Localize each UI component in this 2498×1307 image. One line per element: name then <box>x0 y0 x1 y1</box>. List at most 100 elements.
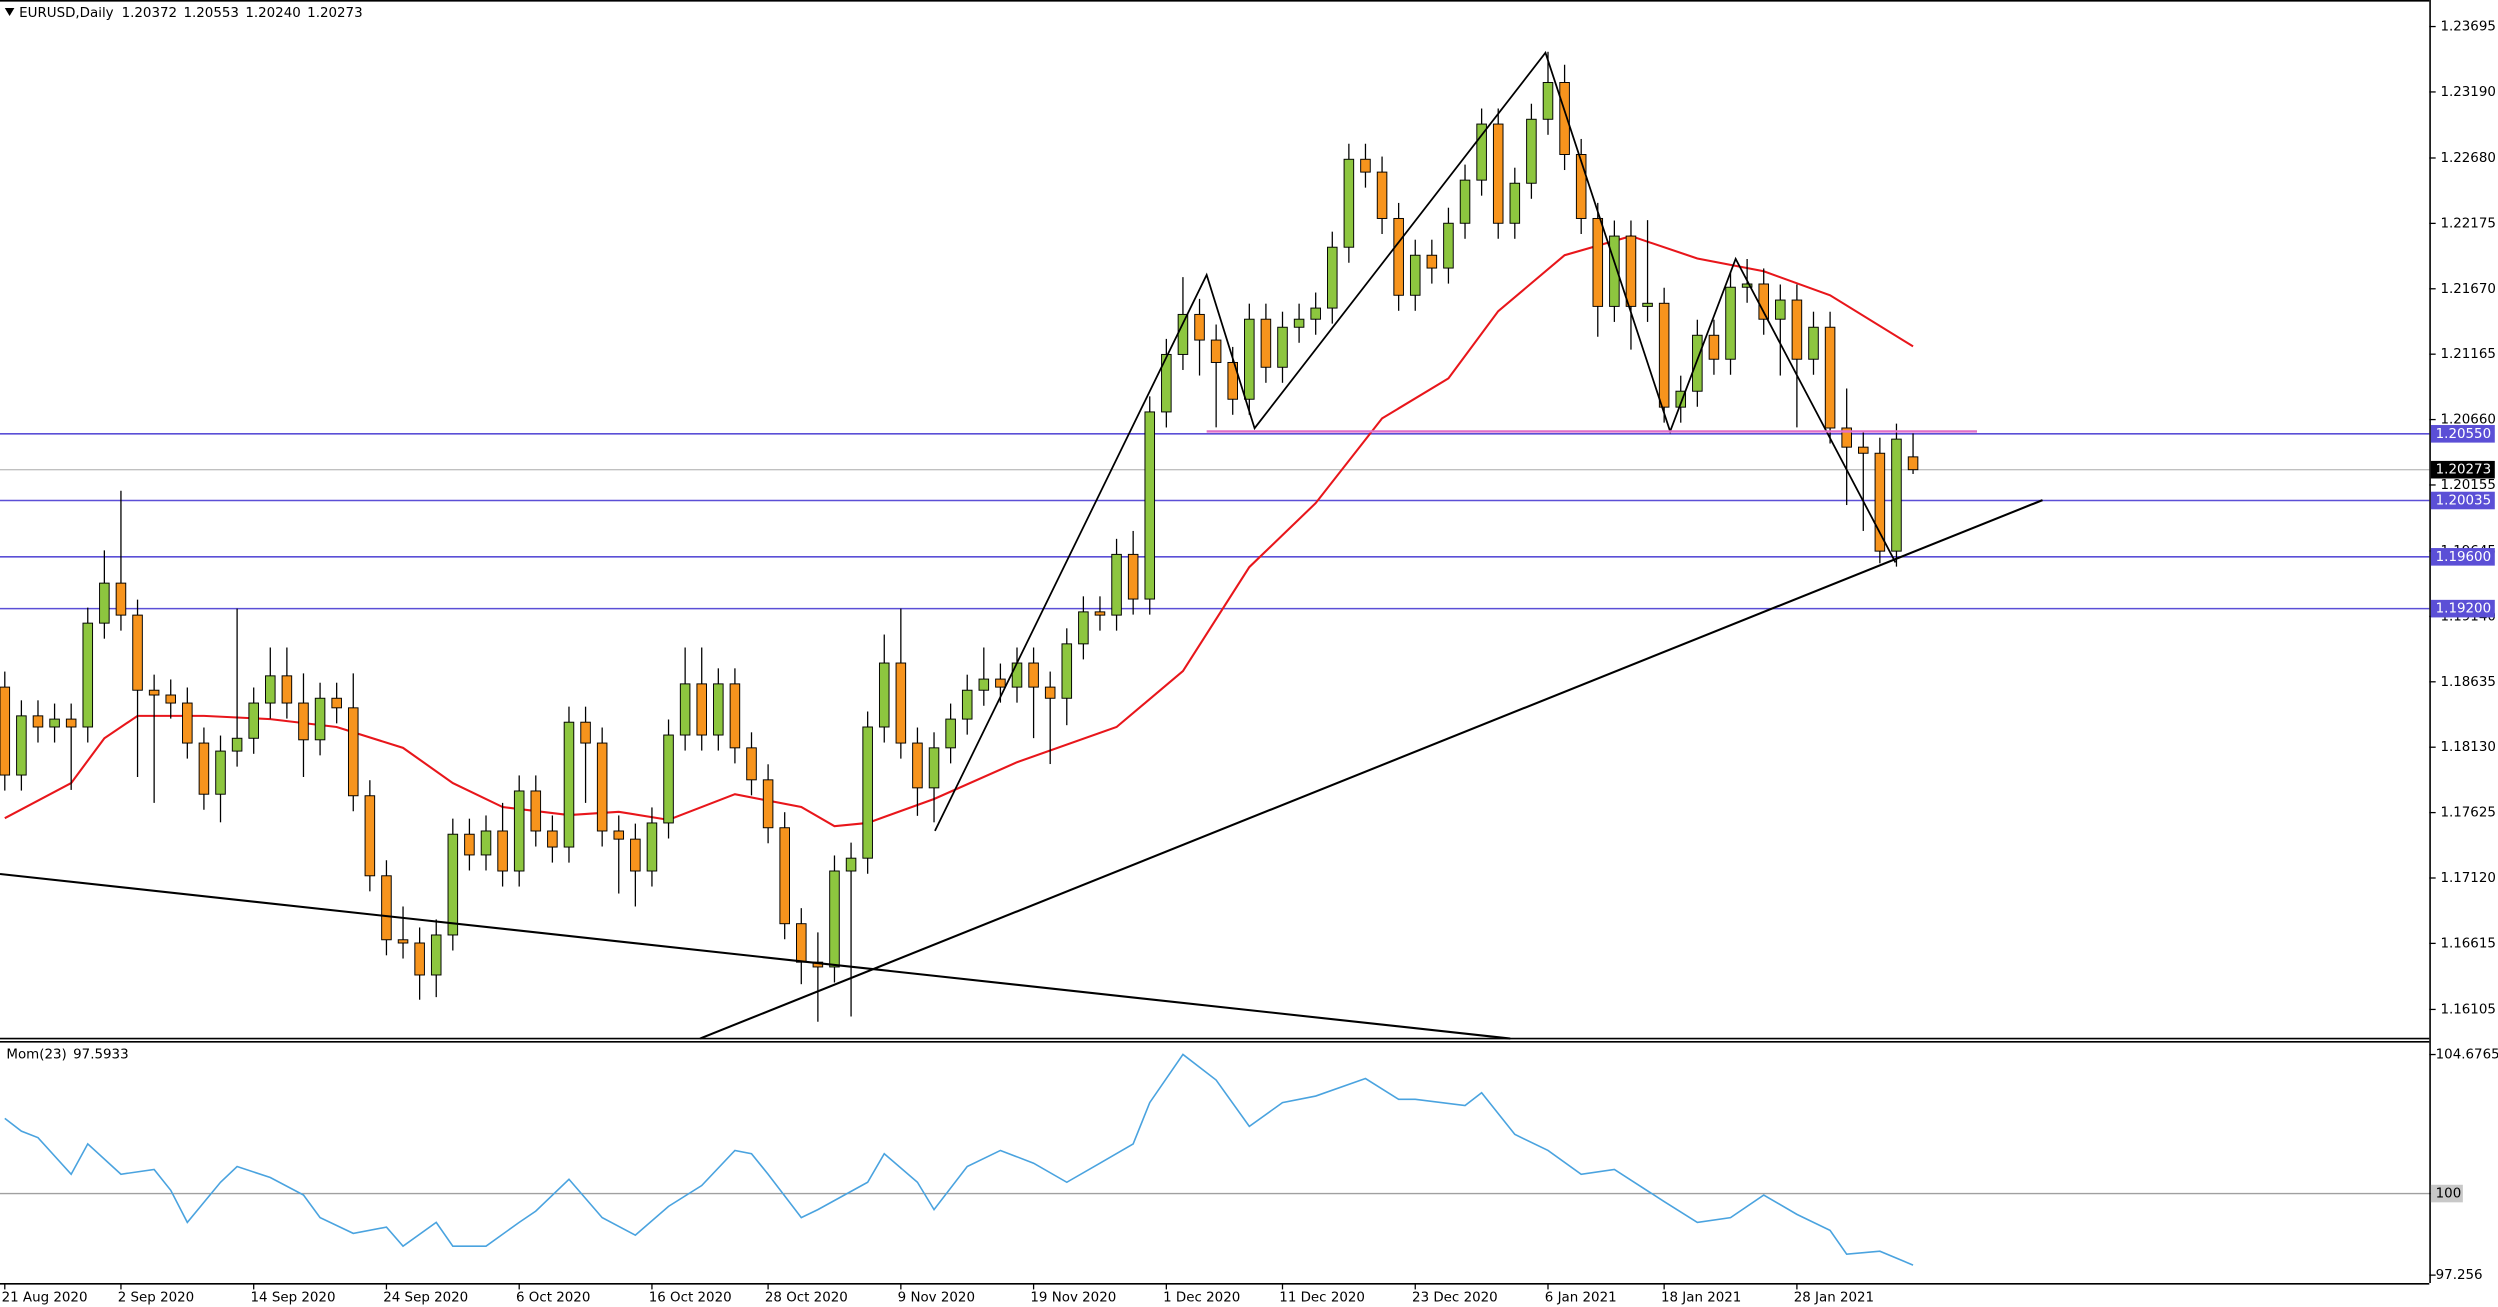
candle-body <box>497 830 508 872</box>
candle-body <box>1360 158 1371 173</box>
x-tick-label: 1 Dec 2020 <box>1163 1290 1240 1305</box>
candle-body <box>630 838 641 872</box>
candle-body <box>1327 246 1338 309</box>
candle-body <box>978 678 990 691</box>
candle-body <box>381 875 392 941</box>
chart-header: EURUSD,Daily 1.20372 1.20553 1.20240 1.20273 <box>19 6 362 21</box>
candle-body <box>1393 217 1404 296</box>
y-tick-label: 1.18130 <box>2440 740 2495 755</box>
candle-body <box>1127 553 1139 600</box>
y-tick-label: 1.23695 <box>2440 20 2495 35</box>
y-tick-label: 1.18635 <box>2440 675 2495 690</box>
candle-body <box>115 582 127 616</box>
level-label-box <box>2430 548 2495 566</box>
candle-body <box>796 923 807 963</box>
candle-body <box>1459 179 1471 224</box>
zigzag-line <box>934 50 1897 832</box>
candle-body <box>995 678 1006 688</box>
level-label-box <box>2430 1184 2463 1203</box>
x-tick-label: 11 Dec 2020 <box>1279 1290 1365 1305</box>
level-label: 1.19600 <box>2436 550 2491 565</box>
candle-body <box>1177 313 1189 355</box>
candle-body <box>397 939 409 944</box>
candle-body <box>1675 390 1687 408</box>
candle-body <box>679 683 691 736</box>
candle-body <box>215 750 226 795</box>
candle-body <box>1376 171 1388 219</box>
candle-body <box>1907 456 1919 471</box>
y-tick-label: 1.20155 <box>2440 478 2495 493</box>
quote-low: 1.20240 <box>245 6 300 21</box>
candle-body <box>1409 254 1421 296</box>
candle-body <box>1244 318 1255 400</box>
y-tick-label: 100 <box>2436 1187 2462 1202</box>
candle-body <box>928 747 940 789</box>
candle-body <box>1144 411 1156 600</box>
x-tick-label: 6 Oct 2020 <box>516 1290 590 1305</box>
trend-line <box>699 499 2043 1040</box>
candle-body <box>49 718 60 728</box>
price-plot <box>0 51 2430 1266</box>
candle-body <box>1277 326 1288 368</box>
candle-body <box>1111 553 1122 616</box>
y-tick-label: 97.256 <box>2436 1268 2483 1283</box>
level-label-box <box>2430 491 2495 510</box>
candle-body <box>132 614 143 691</box>
candle-body <box>198 742 210 795</box>
candle-body <box>1227 361 1238 400</box>
drawing-objects <box>0 50 2043 1040</box>
candle-body <box>1011 662 1023 688</box>
candle-body <box>265 675 276 704</box>
y-tick-label: 1.22680 <box>2440 151 2495 166</box>
candle-body <box>779 827 790 925</box>
indicator-name: Mom(23) <box>6 1048 66 1063</box>
candle-body <box>347 707 359 797</box>
y-tick-label: 1.16615 <box>2440 936 2495 951</box>
trend-line <box>0 872 1511 1040</box>
candle-body <box>364 795 376 877</box>
candle-body <box>596 742 608 832</box>
x-tick-label: 2 Sep 2020 <box>118 1290 194 1305</box>
x-tick-label: 21 Aug 2020 <box>2 1290 88 1305</box>
level-label-box <box>2430 425 2495 443</box>
indicator-header: Mom(23) 97.5933 <box>6 1048 128 1063</box>
candle-body <box>1642 302 1653 307</box>
candle-body <box>1426 254 1438 269</box>
candle-body <box>1592 217 1604 307</box>
candle-body <box>1028 662 1039 688</box>
candle-body <box>1708 334 1720 360</box>
candle-body <box>1808 326 1819 360</box>
candle-body <box>1194 313 1205 341</box>
x-tick-label: 28 Oct 2020 <box>765 1290 848 1305</box>
candle-body <box>1293 318 1305 328</box>
candle-body <box>862 726 873 859</box>
candle-body <box>878 662 890 728</box>
candle-body <box>1343 158 1355 248</box>
candle-body <box>746 747 757 781</box>
candle-body <box>912 742 923 789</box>
candle-body <box>713 683 724 736</box>
candle-body <box>1609 235 1620 307</box>
candle-body <box>464 833 475 856</box>
candle-body <box>248 702 259 739</box>
candle-body <box>1824 326 1836 429</box>
menu-triangle[interactable] <box>4 7 15 16</box>
x-tick-label: 24 Sep 2020 <box>383 1290 468 1305</box>
candle-body <box>1210 339 1222 363</box>
candle-body <box>547 830 558 848</box>
candle-body <box>1775 299 1786 320</box>
candle-body <box>829 870 840 968</box>
quote-high: 1.20553 <box>183 6 238 21</box>
y-tick-label: 1.23190 <box>2440 85 2495 100</box>
y-tick-label: 1.16105 <box>2440 1002 2495 1017</box>
candle-body <box>1841 427 1852 448</box>
y-tick-label: 1.22175 <box>2440 216 2495 231</box>
candle-body <box>447 833 459 936</box>
candle-body <box>1509 182 1521 224</box>
candle-body <box>65 718 77 728</box>
candle-body <box>646 822 658 872</box>
candle-body <box>1791 299 1803 360</box>
x-tick-label: 23 Dec 2020 <box>1412 1290 1498 1305</box>
candle-body <box>1625 235 1637 307</box>
